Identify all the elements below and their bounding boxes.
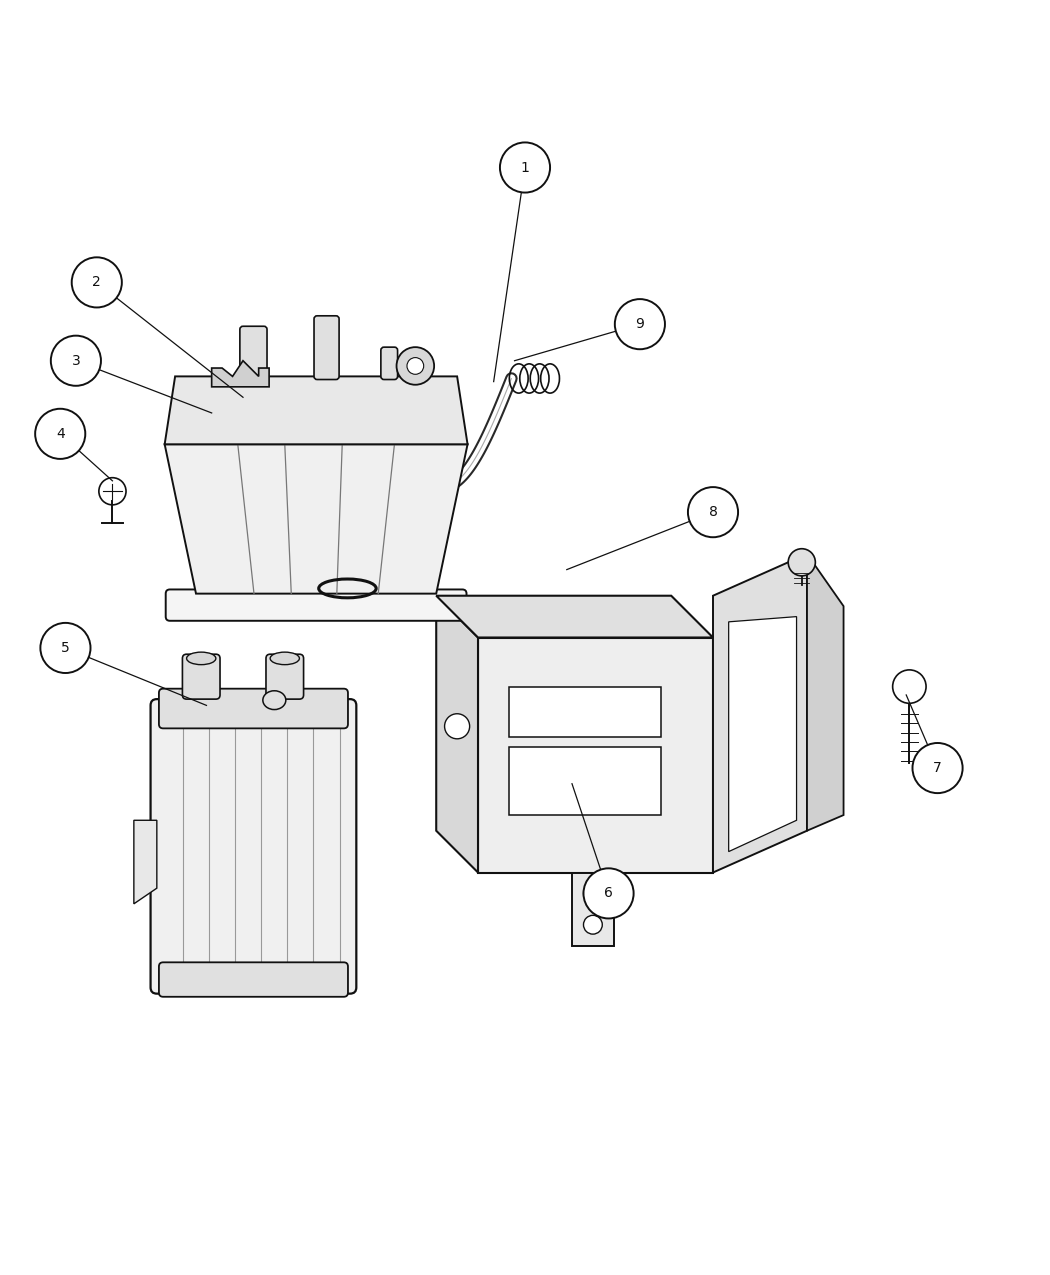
FancyBboxPatch shape: [166, 589, 466, 621]
Text: 8: 8: [709, 505, 717, 519]
Circle shape: [615, 300, 665, 349]
Circle shape: [50, 335, 101, 386]
Text: 5: 5: [61, 641, 69, 655]
Circle shape: [584, 915, 603, 935]
Bar: [509, 747, 660, 815]
FancyBboxPatch shape: [150, 699, 356, 993]
Polygon shape: [165, 376, 467, 444]
Text: 9: 9: [635, 317, 645, 332]
Polygon shape: [436, 595, 713, 638]
FancyBboxPatch shape: [239, 326, 267, 380]
Polygon shape: [729, 617, 797, 852]
Polygon shape: [165, 444, 467, 594]
Circle shape: [71, 258, 122, 307]
Ellipse shape: [270, 652, 299, 664]
Polygon shape: [436, 595, 478, 872]
Text: 6: 6: [604, 886, 613, 900]
Polygon shape: [478, 638, 713, 872]
Bar: [572, 872, 614, 946]
Text: 3: 3: [71, 353, 80, 367]
Circle shape: [912, 743, 963, 793]
Polygon shape: [807, 553, 843, 831]
Circle shape: [407, 357, 424, 375]
Polygon shape: [133, 820, 156, 904]
Circle shape: [99, 478, 126, 505]
FancyBboxPatch shape: [314, 316, 339, 380]
Ellipse shape: [262, 691, 286, 710]
FancyBboxPatch shape: [159, 963, 348, 997]
FancyBboxPatch shape: [159, 688, 348, 728]
Circle shape: [584, 884, 603, 903]
Circle shape: [35, 409, 85, 459]
Text: 4: 4: [56, 427, 65, 441]
Circle shape: [397, 347, 434, 385]
FancyBboxPatch shape: [381, 347, 398, 380]
Ellipse shape: [187, 652, 216, 664]
Circle shape: [444, 714, 469, 738]
Bar: [509, 687, 660, 737]
Text: 2: 2: [92, 275, 101, 289]
FancyBboxPatch shape: [266, 654, 303, 699]
Text: 7: 7: [933, 761, 942, 775]
Circle shape: [789, 548, 816, 576]
Circle shape: [40, 623, 90, 673]
Circle shape: [688, 487, 738, 537]
Circle shape: [584, 868, 633, 918]
Text: 1: 1: [521, 161, 529, 175]
Polygon shape: [713, 553, 807, 872]
Circle shape: [500, 143, 550, 193]
FancyBboxPatch shape: [183, 654, 220, 699]
Polygon shape: [212, 361, 269, 386]
Circle shape: [892, 669, 926, 704]
